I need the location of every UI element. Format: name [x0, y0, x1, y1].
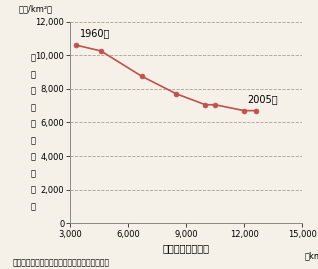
Text: 度: 度 — [30, 202, 35, 211]
Text: 2005年: 2005年 — [247, 94, 278, 104]
Text: 1960年: 1960年 — [80, 28, 110, 38]
Text: 地: 地 — [30, 119, 35, 129]
Text: 資料）総務省「国勢調査」より国土交通省作成: 資料）総務省「国勢調査」より国土交通省作成 — [13, 259, 110, 268]
Text: 人: 人 — [30, 53, 35, 62]
Text: 区: 区 — [30, 136, 35, 145]
X-axis label: 人口集中地区面積: 人口集中地区面積 — [162, 243, 210, 253]
Text: （km²）: （km²） — [304, 252, 318, 260]
Text: 密: 密 — [30, 186, 35, 195]
Text: 中: 中 — [30, 103, 35, 112]
Text: 人: 人 — [30, 153, 35, 162]
Text: （人/km²）: （人/km²） — [19, 5, 53, 13]
Text: 口: 口 — [30, 70, 35, 79]
Text: 口: 口 — [30, 169, 35, 178]
Text: 集: 集 — [30, 86, 35, 95]
